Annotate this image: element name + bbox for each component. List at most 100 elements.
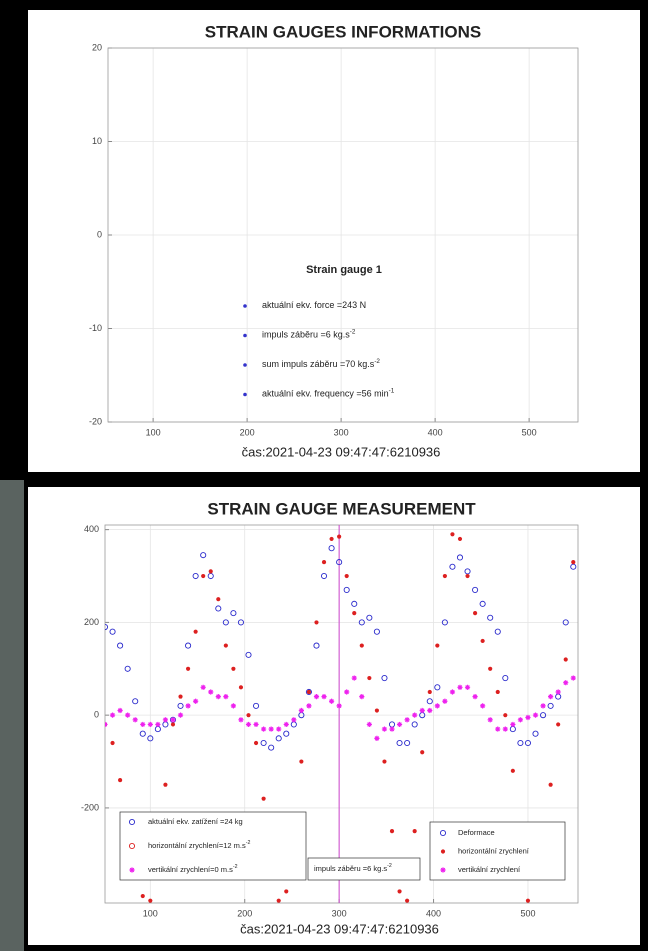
data-point: [389, 726, 395, 732]
data-point: [510, 768, 515, 773]
data-point: [305, 688, 312, 696]
label-text: sum impuls záběru =70 kg.s: [262, 359, 375, 369]
data-point: [186, 666, 191, 671]
data-point: [337, 534, 342, 539]
data-point: [132, 717, 138, 723]
label: aktuální ekv. zatížení =24 kg: [148, 817, 243, 826]
data-point: [532, 730, 539, 737]
data-point: [412, 829, 417, 834]
data-point: [441, 619, 448, 626]
legend-marker: [243, 392, 247, 397]
data-point: [495, 689, 500, 695]
label-text: horizontální zrychlení=12 m.s: [148, 841, 246, 850]
data-point: [276, 898, 281, 903]
data-point: [517, 717, 524, 723]
superscript: -2: [387, 863, 392, 869]
legend-marker: [243, 304, 247, 308]
label-text: impuls záběru =6 kg.s: [262, 330, 350, 340]
data-point: [359, 643, 364, 648]
data-point: [223, 694, 229, 700]
data-point: [457, 684, 463, 690]
data-point: [321, 694, 327, 700]
data-point: [125, 712, 131, 718]
data-point: [343, 586, 350, 593]
data-point: [200, 684, 206, 690]
data-point: [397, 889, 402, 894]
data-point: [185, 703, 191, 709]
data-point: [442, 573, 447, 579]
annotation-marker: [128, 842, 136, 850]
data-point: [208, 689, 214, 695]
data-point: [109, 628, 116, 635]
data-point: [230, 610, 237, 617]
data-point: [479, 600, 486, 607]
data-point: [109, 712, 116, 718]
data-point: [480, 703, 486, 709]
superscript: -2: [374, 358, 380, 365]
label: impuls záběru =6 kg.s-2: [314, 863, 392, 873]
data-point: [275, 735, 282, 742]
data-point: [525, 898, 531, 903]
data-point: [177, 702, 184, 709]
x-axis-label: čas:2021-04-23 09:47:47:6210936: [240, 921, 439, 936]
data-point: [163, 782, 168, 787]
data-point: [434, 703, 440, 709]
data-point: [215, 694, 221, 700]
data-point: [473, 611, 478, 616]
data-point: [540, 703, 546, 709]
impulse-box: [307, 857, 421, 881]
data-point: [464, 684, 471, 690]
data-point: [411, 721, 418, 728]
data-point: [200, 552, 207, 559]
label-text: vertikální zrychlení=0 m.s: [148, 865, 233, 874]
data-point: [283, 730, 290, 737]
legend-label: horizontální zrychlení: [458, 846, 530, 855]
data-point: [253, 740, 259, 746]
x-tick-label: 100: [146, 427, 161, 437]
data-point: [571, 560, 576, 565]
x-tick-label: 500: [522, 427, 537, 437]
data-point: [139, 730, 146, 737]
y-tick-label: 0: [94, 710, 99, 720]
data-point: [246, 713, 251, 718]
data-point: [314, 620, 319, 625]
superscript: -2: [246, 840, 251, 846]
data-point: [147, 721, 153, 728]
data-point: [261, 726, 267, 732]
x-tick-label: 300: [334, 427, 349, 437]
data-point: [132, 698, 139, 705]
data-point: [328, 698, 335, 704]
data-point: [245, 651, 252, 658]
legend-marker: [440, 867, 446, 873]
data-point: [268, 726, 274, 732]
data-point: [170, 717, 176, 723]
data-point: [532, 712, 539, 718]
x-tick-label: 200: [237, 908, 252, 918]
data-point: [358, 619, 365, 626]
label: aktuální ekv. force =243 N: [262, 300, 366, 310]
data-point: [495, 726, 501, 732]
data-point: [503, 713, 508, 718]
data-point: [563, 680, 569, 686]
legend-box: [429, 821, 566, 881]
data-point: [472, 586, 479, 593]
legend-marker: [440, 849, 446, 854]
data-point: [117, 642, 124, 649]
x-tick-label: 400: [428, 427, 443, 437]
data-point: [253, 702, 260, 709]
x-tick-label: 200: [240, 427, 255, 437]
x-tick-label: 400: [426, 908, 441, 918]
data-point: [351, 600, 358, 607]
plot-frame: [104, 524, 579, 904]
superscript: -2: [233, 864, 238, 870]
data-point: [510, 721, 516, 728]
data-point: [366, 614, 373, 621]
y-tick-label: -20: [89, 416, 102, 426]
data-point: [556, 722, 561, 727]
y-tick-label: 0: [97, 229, 102, 239]
data-point: [245, 721, 252, 728]
data-point: [435, 643, 440, 648]
data-point: [284, 889, 289, 894]
data-point: [216, 597, 221, 602]
